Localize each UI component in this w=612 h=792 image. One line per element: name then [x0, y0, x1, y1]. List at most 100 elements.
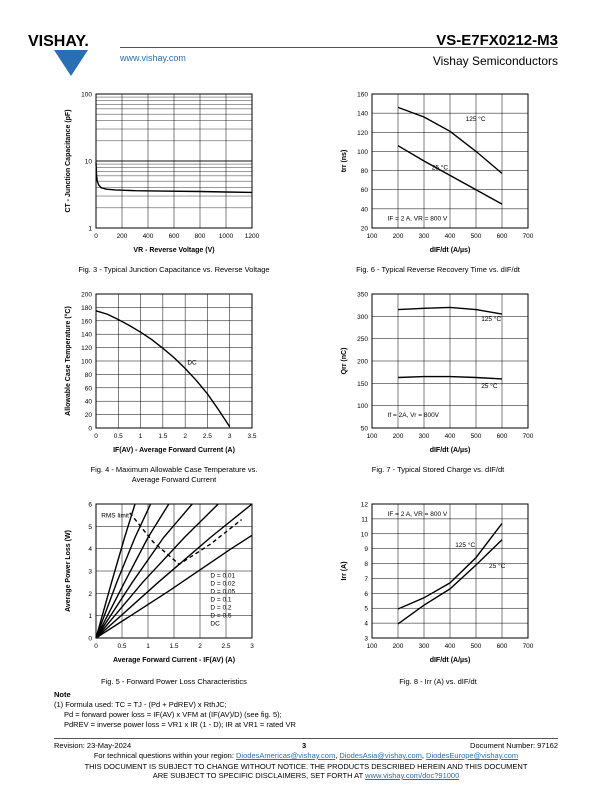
y-tick-label: 1	[88, 226, 92, 233]
website-link[interactable]: www.vishay.com	[120, 53, 186, 63]
series-line	[95, 534, 253, 639]
x-tick-label: 400	[143, 233, 154, 240]
x-tick-label: 0.5	[117, 643, 126, 650]
y-tick-label: 60	[85, 385, 93, 392]
email-europe-link[interactable]: DiodesEurope@vishay.com	[426, 751, 519, 760]
series-label: 25 °C	[481, 382, 498, 390]
email-asia-link[interactable]: DiodesAsia@vishay.com	[339, 751, 422, 760]
note-line1: (1) Formula used: TC = TJ - (Pd + PdREV)…	[54, 700, 227, 709]
series-line	[95, 162, 253, 194]
y-tick-label: 20	[85, 412, 93, 419]
series-label: D = 0.01	[210, 573, 235, 580]
x-tick-label: 600	[497, 433, 508, 440]
y-axis-label: Average Power Loss (W)	[65, 530, 72, 612]
y-tick-label: 4	[364, 621, 368, 628]
chart-fig5: 0 1 2 3 4 5 6 0 0.5 1 1.5 2 2.5 3 Average Forward Curr…	[65, 502, 254, 665]
series-label: 125 °C	[481, 315, 501, 323]
y-tick-label: 9	[364, 546, 368, 553]
y-tick-label: 180	[81, 305, 92, 312]
y-tick-label: 40	[361, 206, 369, 213]
y-axis-label: CT - Junction Capacitance (pF)	[65, 109, 72, 212]
caption-fig4-line1: Fig. 4 - Maximum Allowable Case Temperat…	[90, 465, 258, 474]
x-tick-label: 2.5	[221, 643, 230, 650]
disclaimer-link[interactable]: www.vishay.com/doc?91000	[365, 771, 460, 780]
series-line	[397, 539, 503, 625]
x-tick-label: 500	[471, 233, 482, 240]
y-tick-label: 8	[364, 561, 368, 568]
x-tick-label: 1	[146, 643, 150, 650]
series-line	[95, 503, 152, 639]
x-tick-label: 500	[471, 643, 482, 650]
caption-fig6: Fig. 6 - Typical Reverse Recovery Time v…	[356, 265, 520, 274]
x-tick-label: 1.5	[158, 433, 167, 440]
annotation-label: If = 2A, Vr = 800V	[388, 412, 440, 419]
series-line	[129, 512, 243, 566]
plot-frame	[371, 293, 529, 429]
y-tick-label: 50	[361, 426, 369, 433]
x-tick-label: 2	[183, 433, 187, 440]
y-tick-label: 200	[81, 292, 92, 299]
series-label: 25 °C	[489, 562, 506, 570]
y-tick-label: 6	[364, 591, 368, 598]
series-label: D = 0.02	[210, 581, 235, 588]
y-tick-label: 1	[88, 613, 92, 620]
plot-frame	[371, 93, 529, 229]
x-tick-label: 0	[94, 643, 98, 650]
part-number: VS-E7FX0212-M3	[436, 32, 558, 49]
chart-fig8: 3 4 5 6 7 8 9 10 11 12 100 200 300 400 500 600 700 dIF/dt…	[341, 502, 534, 665]
x-tick-label: 3.5	[247, 433, 256, 440]
x-tick-label: 3	[250, 643, 254, 650]
x-tick-label: 600	[497, 233, 508, 240]
series-label: D = 0.5	[210, 613, 232, 620]
y-tick-label: 0	[88, 426, 92, 433]
email-americas-link[interactable]: DiodesAmericas@vishay.com	[236, 751, 336, 760]
series-label: 125 °C	[466, 115, 486, 123]
series-label: 125 °C	[455, 541, 475, 549]
document-number: Document Number: 97162	[470, 741, 558, 750]
y-tick-label: 160	[81, 318, 92, 325]
brand-text: VISHAY.	[28, 33, 89, 50]
y-tick-label: 100	[357, 403, 368, 410]
x-tick-label: 300	[419, 233, 430, 240]
y-tick-label: 80	[85, 372, 93, 379]
y-tick-label: 200	[357, 359, 368, 366]
x-tick-label: 800	[195, 233, 206, 240]
x-tick-label: 1.5	[169, 643, 178, 650]
series-line	[95, 310, 231, 428]
x-tick-label: 200	[393, 233, 404, 240]
y-tick-label: 4	[88, 546, 92, 553]
y-tick-label: 80	[361, 168, 369, 175]
series-label: D = 0.2	[210, 605, 232, 612]
caption-fig4-line2: Average Forward Current	[131, 475, 217, 484]
x-tick-label: 0	[94, 433, 98, 440]
x-tick-label: 600	[497, 643, 508, 650]
y-tick-label: 100	[357, 149, 368, 156]
y-tick-label: 6	[88, 502, 92, 509]
y-tick-label: 140	[357, 111, 368, 118]
y-tick-label: 140	[81, 332, 92, 339]
y-tick-label: 150	[357, 381, 368, 388]
x-tick-label: 600	[169, 233, 180, 240]
annotation-label: RMS limit	[101, 512, 129, 519]
x-axis-label: Average Forward Current - IF(AV) (A)	[113, 657, 235, 664]
y-tick-label: 3	[364, 636, 368, 643]
series-line	[95, 503, 170, 639]
caption-fig7: Fig. 7 - Typical Stored Charge vs. dIF/d…	[371, 465, 505, 474]
y-axis-label: trr (ns)	[341, 150, 348, 173]
y-tick-label: 350	[357, 292, 368, 299]
y-axis-label: Qrr (nC)	[341, 348, 348, 375]
x-tick-label: 300	[419, 643, 430, 650]
y-tick-label: 120	[81, 345, 92, 352]
chart-fig4: 0 20 40 60 80 100 120 140 160 180 200 0 0.5 1 1.5 2 2.5 3…	[64, 292, 257, 455]
note-line2: Pd = forward power loss = IF(AV) x VFM a…	[64, 710, 282, 719]
x-tick-label: 700	[523, 433, 534, 440]
x-axis-label: dIF/dt (A/µs)	[430, 247, 471, 254]
x-tick-label: 700	[523, 233, 534, 240]
caption-fig8: Fig. 8 - Irr (A) vs. dIF/dt	[399, 677, 477, 686]
x-tick-label: 1200	[245, 233, 260, 240]
y-tick-label: 20	[361, 226, 369, 233]
x-axis-label: dIF/dt (A/µs)	[430, 447, 471, 454]
y-tick-label: 120	[357, 130, 368, 137]
